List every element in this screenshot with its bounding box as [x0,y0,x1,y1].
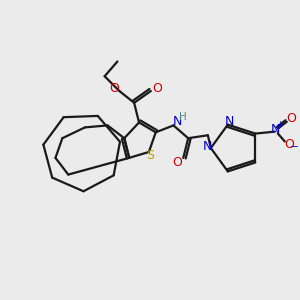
Text: O: O [172,156,182,169]
Text: N: N [270,123,280,136]
Text: O: O [152,82,162,94]
Text: N: N [173,115,182,128]
Text: O: O [287,112,297,125]
Text: N: N [225,115,235,128]
Text: −: − [290,142,299,152]
Text: H: H [179,112,187,122]
Text: N: N [203,140,213,153]
Text: O: O [284,138,294,151]
Text: +: + [276,120,284,129]
Text: S: S [146,149,154,162]
Text: O: O [110,82,119,94]
